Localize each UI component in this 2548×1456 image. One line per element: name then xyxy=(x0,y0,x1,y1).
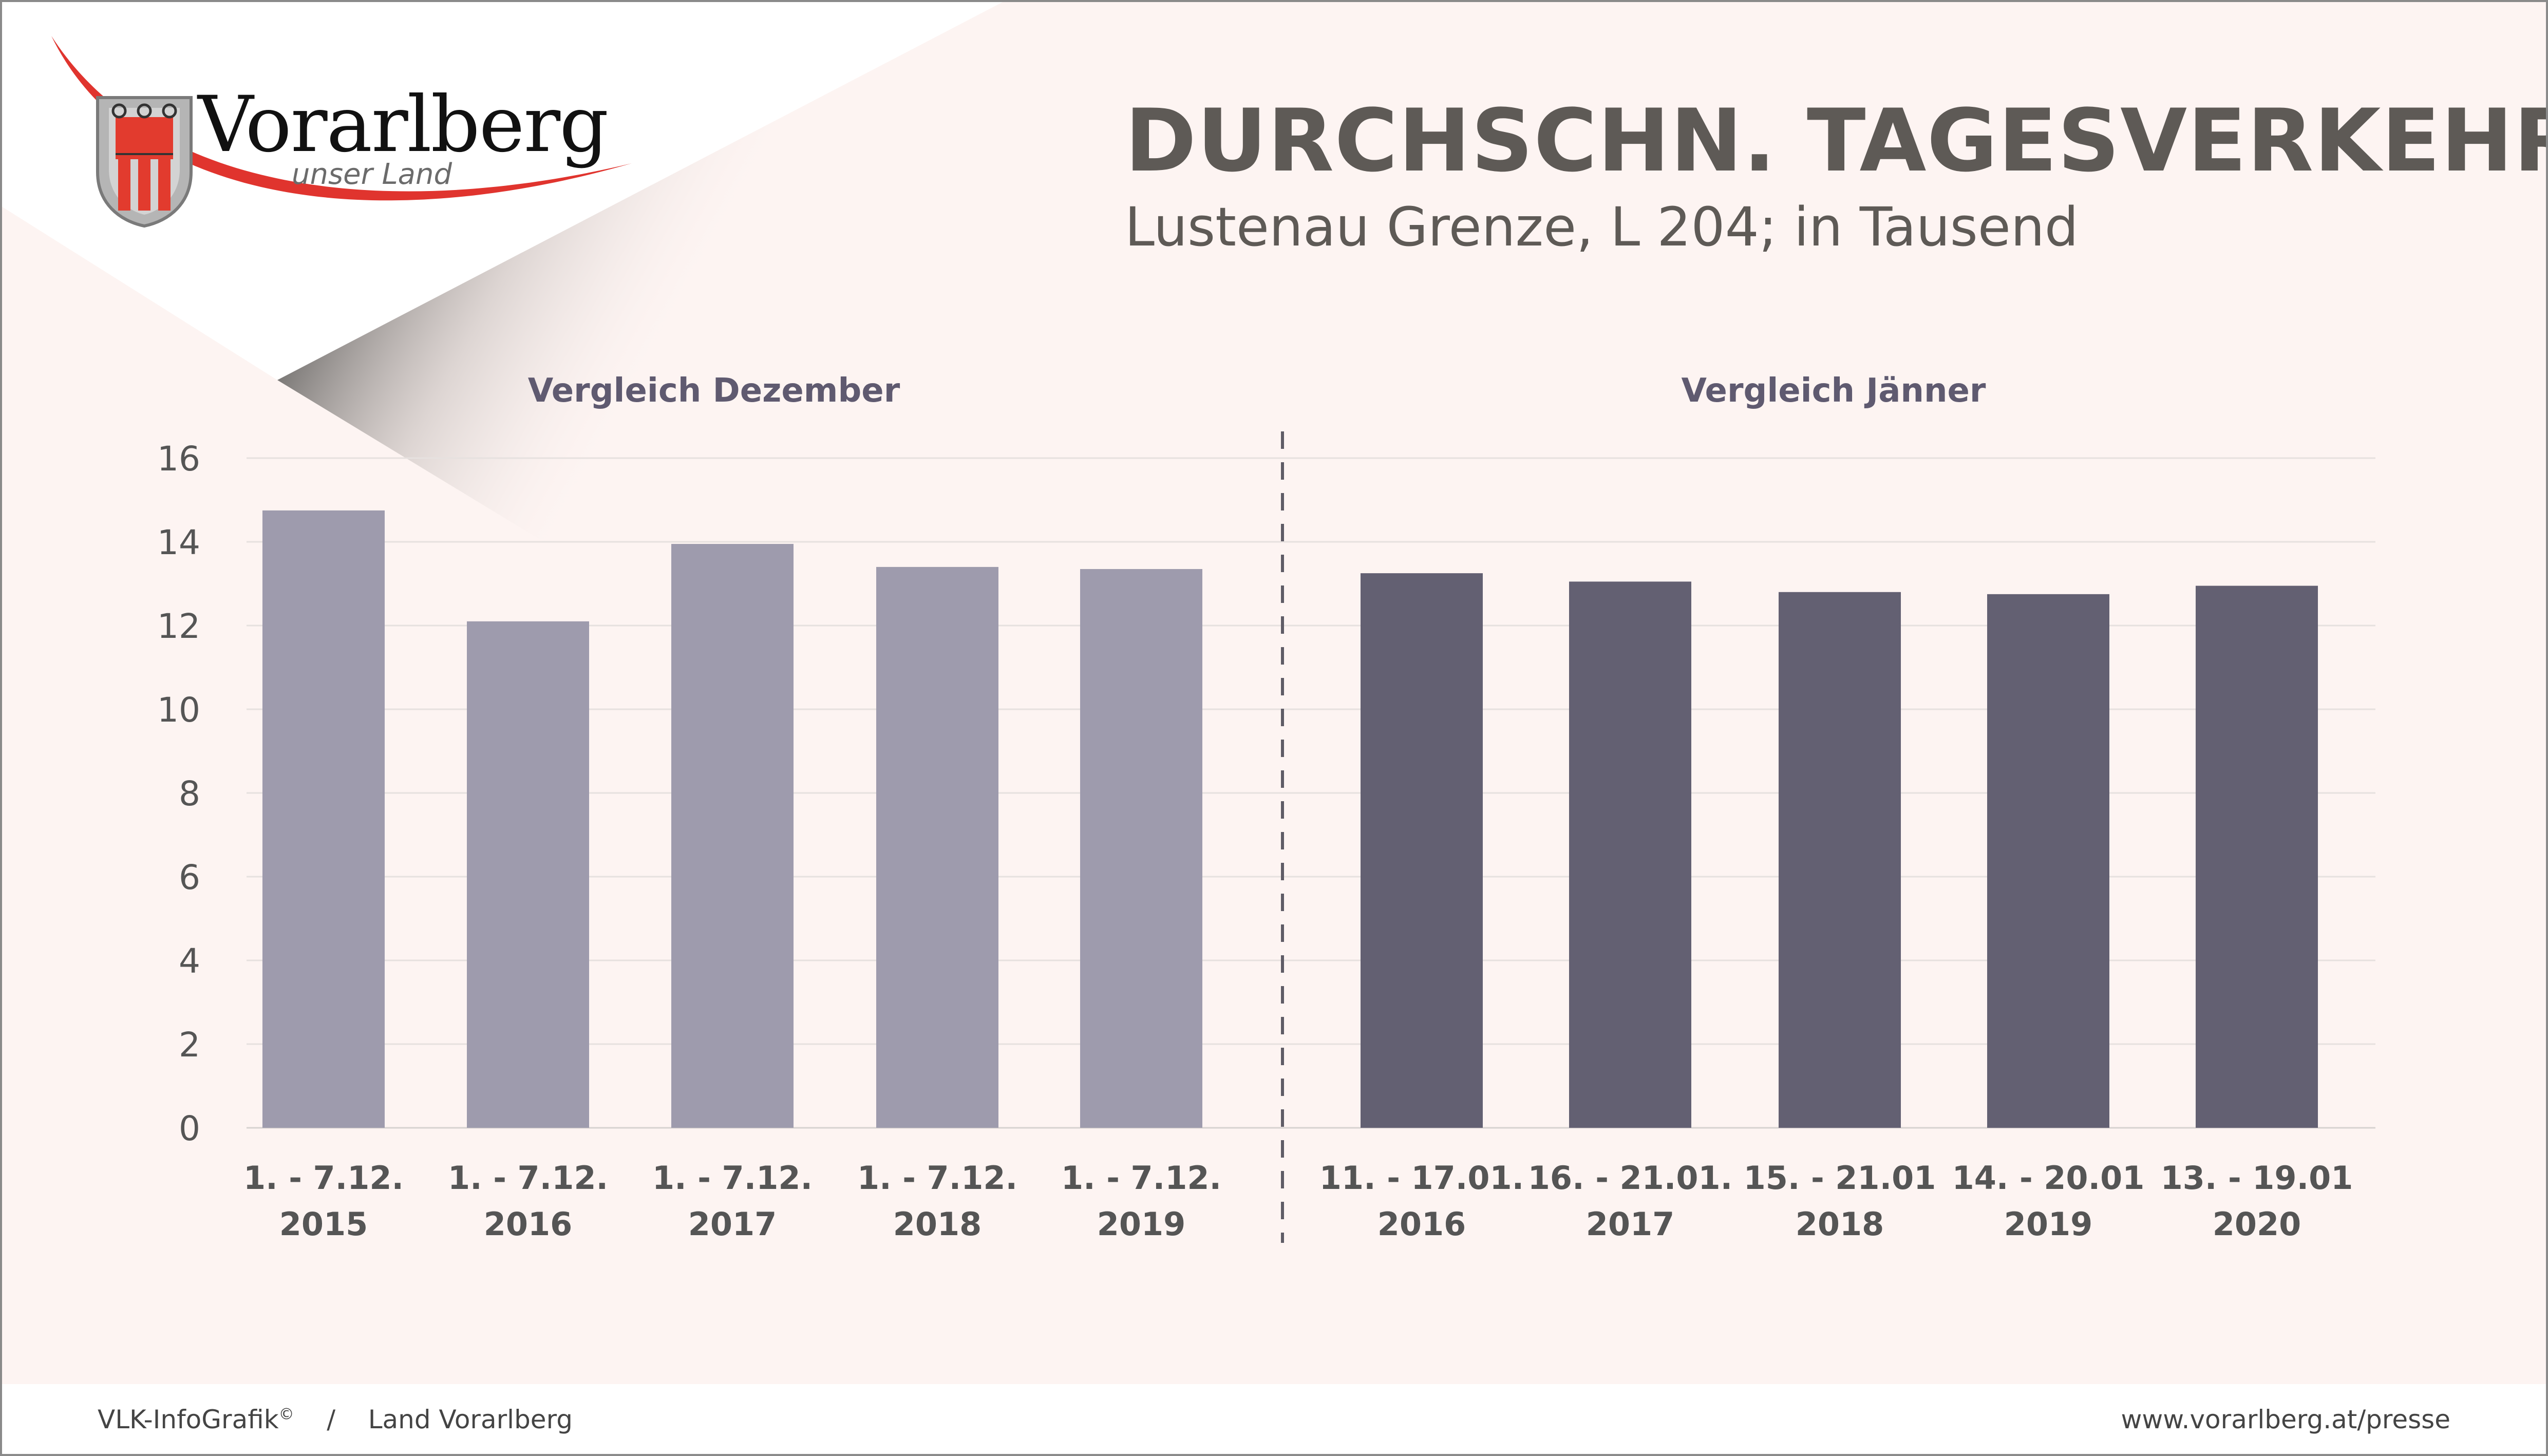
footer-copyright-mark: © xyxy=(278,1405,294,1424)
x-tick-label: 15. - 21.01 xyxy=(1744,1159,1936,1197)
chart-subtitle: Lustenau Grenze, L 204; in Tausend xyxy=(1125,196,2079,258)
footer-credit: VLK-InfoGrafik© / Land Vorarlberg xyxy=(98,1405,573,1434)
y-tick-label: 8 xyxy=(179,774,200,814)
footer-credit-label: VLK-InfoGrafik xyxy=(98,1405,279,1434)
y-tick-label: 2 xyxy=(179,1025,200,1065)
x-tick-label-year: 2018 xyxy=(893,1205,982,1243)
x-tick-label-year: 2015 xyxy=(279,1205,368,1243)
x-tick-label: 14. - 20.01 xyxy=(1952,1159,2145,1197)
x-tick-label: 1. - 7.12. xyxy=(243,1159,404,1197)
x-tick-label-year: 2016 xyxy=(484,1205,573,1243)
x-tick-label: 11. - 17.01. xyxy=(1319,1159,1524,1197)
bar xyxy=(876,566,998,1128)
bar xyxy=(2196,585,2318,1128)
bar xyxy=(1987,594,2109,1128)
footer: VLK-InfoGrafik© / Land Vorarlberg www.vo… xyxy=(0,1384,2548,1456)
bar xyxy=(467,621,589,1128)
x-tick-label-year: 2020 xyxy=(2213,1205,2301,1243)
x-tick-label-year: 2016 xyxy=(1377,1205,1466,1243)
y-tick-label: 4 xyxy=(179,941,200,981)
y-tick-label: 14 xyxy=(157,523,200,562)
x-tick-label-year: 2017 xyxy=(1586,1205,1675,1243)
x-tick-label-year: 2018 xyxy=(1796,1205,1884,1243)
coat-of-arms-icon xyxy=(96,96,193,228)
bar xyxy=(1361,573,1483,1128)
bar xyxy=(671,544,794,1128)
y-tick-label: 6 xyxy=(179,858,200,897)
y-tick-label: 10 xyxy=(157,690,200,730)
x-tick-label: 1. - 7.12. xyxy=(448,1159,608,1197)
group-label: Vergleich Dezember xyxy=(528,372,900,410)
x-tick-label-year: 2019 xyxy=(1097,1205,1186,1243)
y-tick-label: 16 xyxy=(157,439,200,479)
y-tick-label: 0 xyxy=(179,1109,200,1148)
x-tick-label: 13. - 19.01 xyxy=(2161,1159,2353,1197)
bar xyxy=(1080,569,1202,1128)
bar xyxy=(1779,592,1901,1128)
x-tick-label-year: 2017 xyxy=(688,1205,777,1243)
logo: Vorarlberg unser Land xyxy=(0,0,668,236)
logo-wordmark: Vorarlberg xyxy=(198,80,609,169)
bar xyxy=(262,510,385,1128)
group-label: Vergleich Jänner xyxy=(1682,372,1986,410)
x-tick-label-year: 2019 xyxy=(2004,1205,2093,1243)
footer-separator: / xyxy=(327,1405,336,1434)
x-tick-label: 16. - 21.01. xyxy=(1528,1159,1732,1197)
x-tick-label: 1. - 7.12. xyxy=(652,1159,813,1197)
logo-tagline: unser Land xyxy=(292,158,452,191)
footer-organisation: Land Vorarlberg xyxy=(368,1405,573,1434)
bar xyxy=(1569,581,1691,1128)
chart-title: DURCHSCHN. TAGESVERKEHR xyxy=(1125,90,2548,191)
x-tick-label: 1. - 7.12. xyxy=(1061,1159,1221,1197)
y-tick-label: 12 xyxy=(157,607,200,646)
x-tick-label: 1. - 7.12. xyxy=(857,1159,1017,1197)
logo-swoosh xyxy=(51,36,632,201)
footer-url: www.vorarlberg.at/presse xyxy=(2121,1405,2450,1434)
